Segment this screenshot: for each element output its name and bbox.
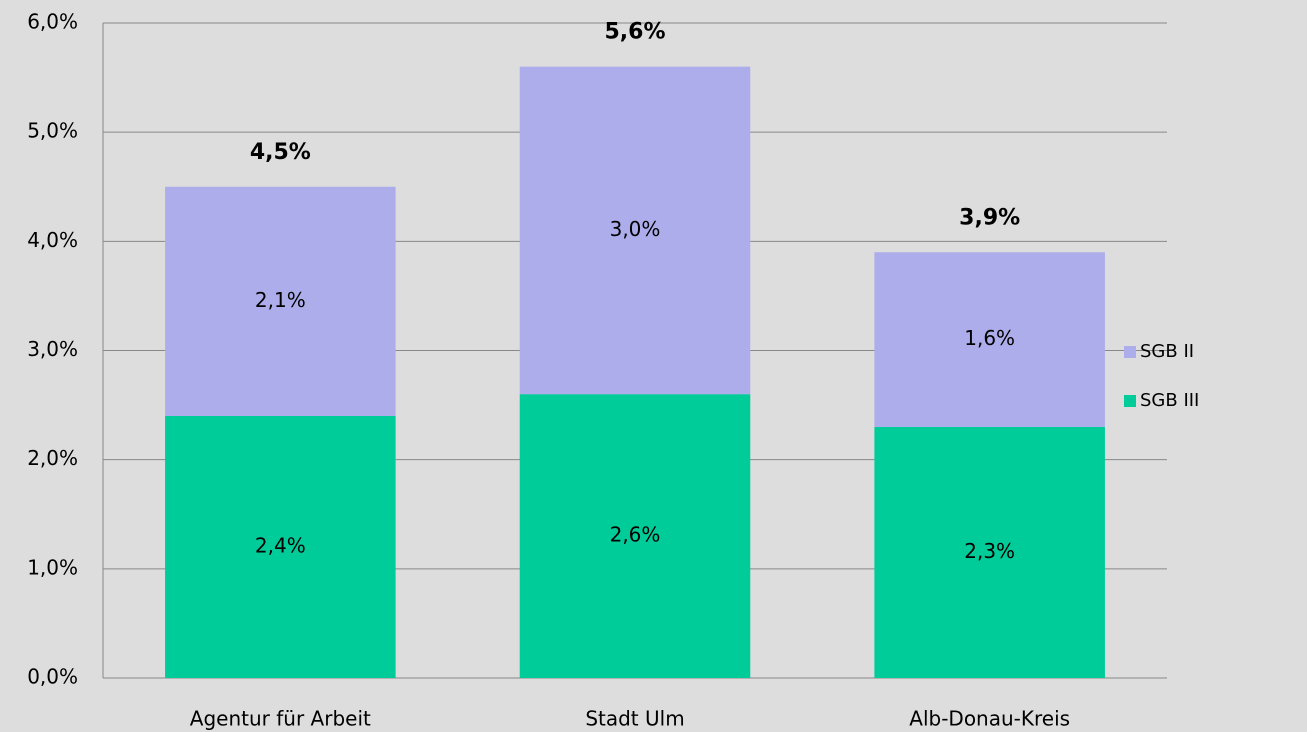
bar-segment [519,66,751,395]
legend-swatch [1124,346,1136,358]
legend-label: SGB III [1140,390,1199,411]
y-tick-label: 0,0% [27,665,78,689]
x-tick-label: Agentur für Arbeit [190,707,371,731]
total-label: 5,6% [604,20,665,45]
x-tick-label: Alb-Donau-Kreis [909,707,1070,731]
legend-label: SGB II [1140,341,1194,362]
y-tick-label: 1,0% [27,555,78,579]
total-label: 3,9% [959,205,1020,230]
bar-segment [874,426,1105,678]
y-tick-label: 3,0% [27,337,78,361]
bar-segment [165,186,396,416]
value-label: 1,6% [964,326,1015,350]
value-label: 3,0% [610,217,661,241]
value-label: 2,1% [255,288,306,312]
bar-segment [165,416,396,678]
total-label: 4,5% [250,140,311,165]
y-tick-label: 2,0% [27,446,78,470]
bar-segment [874,252,1105,427]
y-tick-label: 4,0% [27,228,78,252]
value-label: 2,4% [255,534,306,558]
x-tick-label: Stadt Ulm [585,707,684,731]
y-tick-label: 5,0% [27,119,78,143]
value-label: 2,6% [610,523,661,547]
legend-swatch [1124,395,1136,407]
value-label: 2,3% [964,539,1015,563]
bar-segment [519,394,751,678]
y-tick-label: 6,0% [27,10,78,34]
